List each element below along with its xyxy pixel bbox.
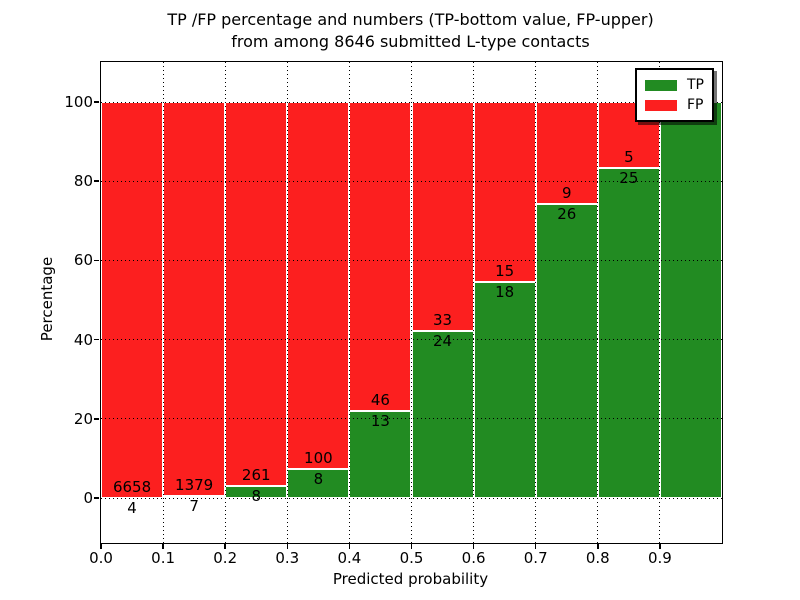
x-tick-label: 0.0 [89,549,113,567]
gridline-vertical [348,62,350,543]
y-tick [94,497,99,499]
x-tick [659,544,661,549]
bar-tp-count-label: 26 [557,204,577,223]
bar-fp-segment [225,102,288,487]
gridline-vertical [473,62,475,543]
x-tick [224,544,226,549]
bar-fp-count-label: 46 [370,390,390,409]
y-tick-label: 100 [64,93,93,111]
gridline-vertical [597,62,599,543]
bar-fp-segment [473,102,536,282]
y-tick-label: 60 [73,251,93,270]
gridline-horizontal [101,418,722,420]
bar-fp-segment [535,102,598,204]
x-tick-label: 0.4 [337,549,362,567]
bar-tp-segment [597,168,660,498]
bar-tp-segment [225,486,288,498]
bar-tp-segment [411,331,474,498]
bar-fp-segment [349,102,412,411]
x-tick [534,544,537,549]
x-tick-label: 0.7 [523,549,548,567]
x-tick [162,544,164,549]
bar-tp-count-label: 7 [189,497,199,515]
y-tick [94,338,99,341]
y-tick [94,101,99,103]
x-tick-label: 0.1 [151,549,176,567]
y-tick-label: 80 [73,172,93,191]
y-tick [94,259,99,262]
legend-label-tp: TP [687,77,704,93]
bar-fp-count-label: 261 [241,466,271,485]
x-tick-label: 0.2 [213,549,238,567]
x-tick [597,544,599,549]
legend-item-fp: FP [645,95,704,115]
chart-title-line1: TP /FP percentage and numbers (TP-bottom… [167,10,654,29]
x-tick [100,544,102,549]
bar-tp-count-label: 13 [370,411,390,430]
bar-tp-count-label: 24 [433,332,453,351]
bar-fp-count-label: 5 [624,148,634,166]
chart-title-line2: from among 8646 submitted L-type contact… [231,32,590,51]
bar-fp-count-label: 6658 [112,477,152,496]
legend: TP FP [635,68,714,122]
gridline-vertical [659,62,661,543]
bar-fp-count-label: 15 [495,262,515,280]
gridline-vertical [162,62,164,543]
legend-swatch-fp-icon [645,99,677,111]
bar-fp-count-label: 33 [433,311,453,330]
plot-area: TP FP 6658 4 1379 7 261 8 100 8 46 13 33 24 15 18 9 26 5… [64,61,723,567]
y-tick-label: 0 [83,489,93,507]
gridline-horizontal [101,259,722,261]
bar-tp-count-label: 4 [127,498,137,517]
gridline-horizontal [101,497,722,499]
bar-tp-segment [535,203,598,498]
bar-fp-segment [101,102,164,498]
gridline-vertical [535,62,537,543]
bar-fp-segment [411,102,474,332]
x-tick-label: 0.9 [647,549,672,567]
bar-fp-count-label: 9 [561,183,572,202]
bar-tp-segment [287,468,350,498]
bar-fp-count-label: 1379 [175,476,214,494]
x-tick [286,544,289,549]
x-tick-label: 0.6 [461,549,486,567]
bar-tp-count-label: 8 [251,487,262,506]
y-tick-label: 20 [73,409,93,428]
bar-tp-segment [349,410,412,498]
bar-tp-segment [473,282,536,498]
gridline-horizontal [101,339,722,341]
x-tick [410,544,413,549]
bar-tp-count-label: 18 [495,283,515,301]
bar-tp-count-label: 25 [619,169,639,187]
bar-tp-count-label: 8 [313,469,324,488]
x-tick-label: 0.3 [275,549,300,567]
gridline-vertical [411,62,412,543]
chart-title: TP /FP percentage and numbers (TP-bottom… [100,9,721,53]
legend-label-fp: FP [687,97,704,113]
legend-swatch-tp-icon [645,79,677,91]
y-tick-label: 40 [73,330,93,349]
y-axis-label: Percentage [38,256,56,342]
bar-fp-segment [163,102,226,496]
x-tick [472,544,475,549]
y-tick [94,418,99,420]
gridline-vertical [286,62,288,543]
gridline-horizontal [101,180,722,182]
x-tick-label: 0.8 [585,549,610,567]
gridline-vertical [224,62,226,543]
x-axis-label: Predicted probability [332,570,489,588]
bar-fp-count-label: 100 [304,448,333,467]
bar-tp-segment [659,102,722,498]
x-tick [348,544,351,549]
x-tick-label: 0.5 [399,549,424,567]
y-tick [94,180,99,182]
legend-item-tp: TP [645,75,704,95]
gridline-horizontal [101,101,722,103]
bar-fp-segment [287,102,350,469]
